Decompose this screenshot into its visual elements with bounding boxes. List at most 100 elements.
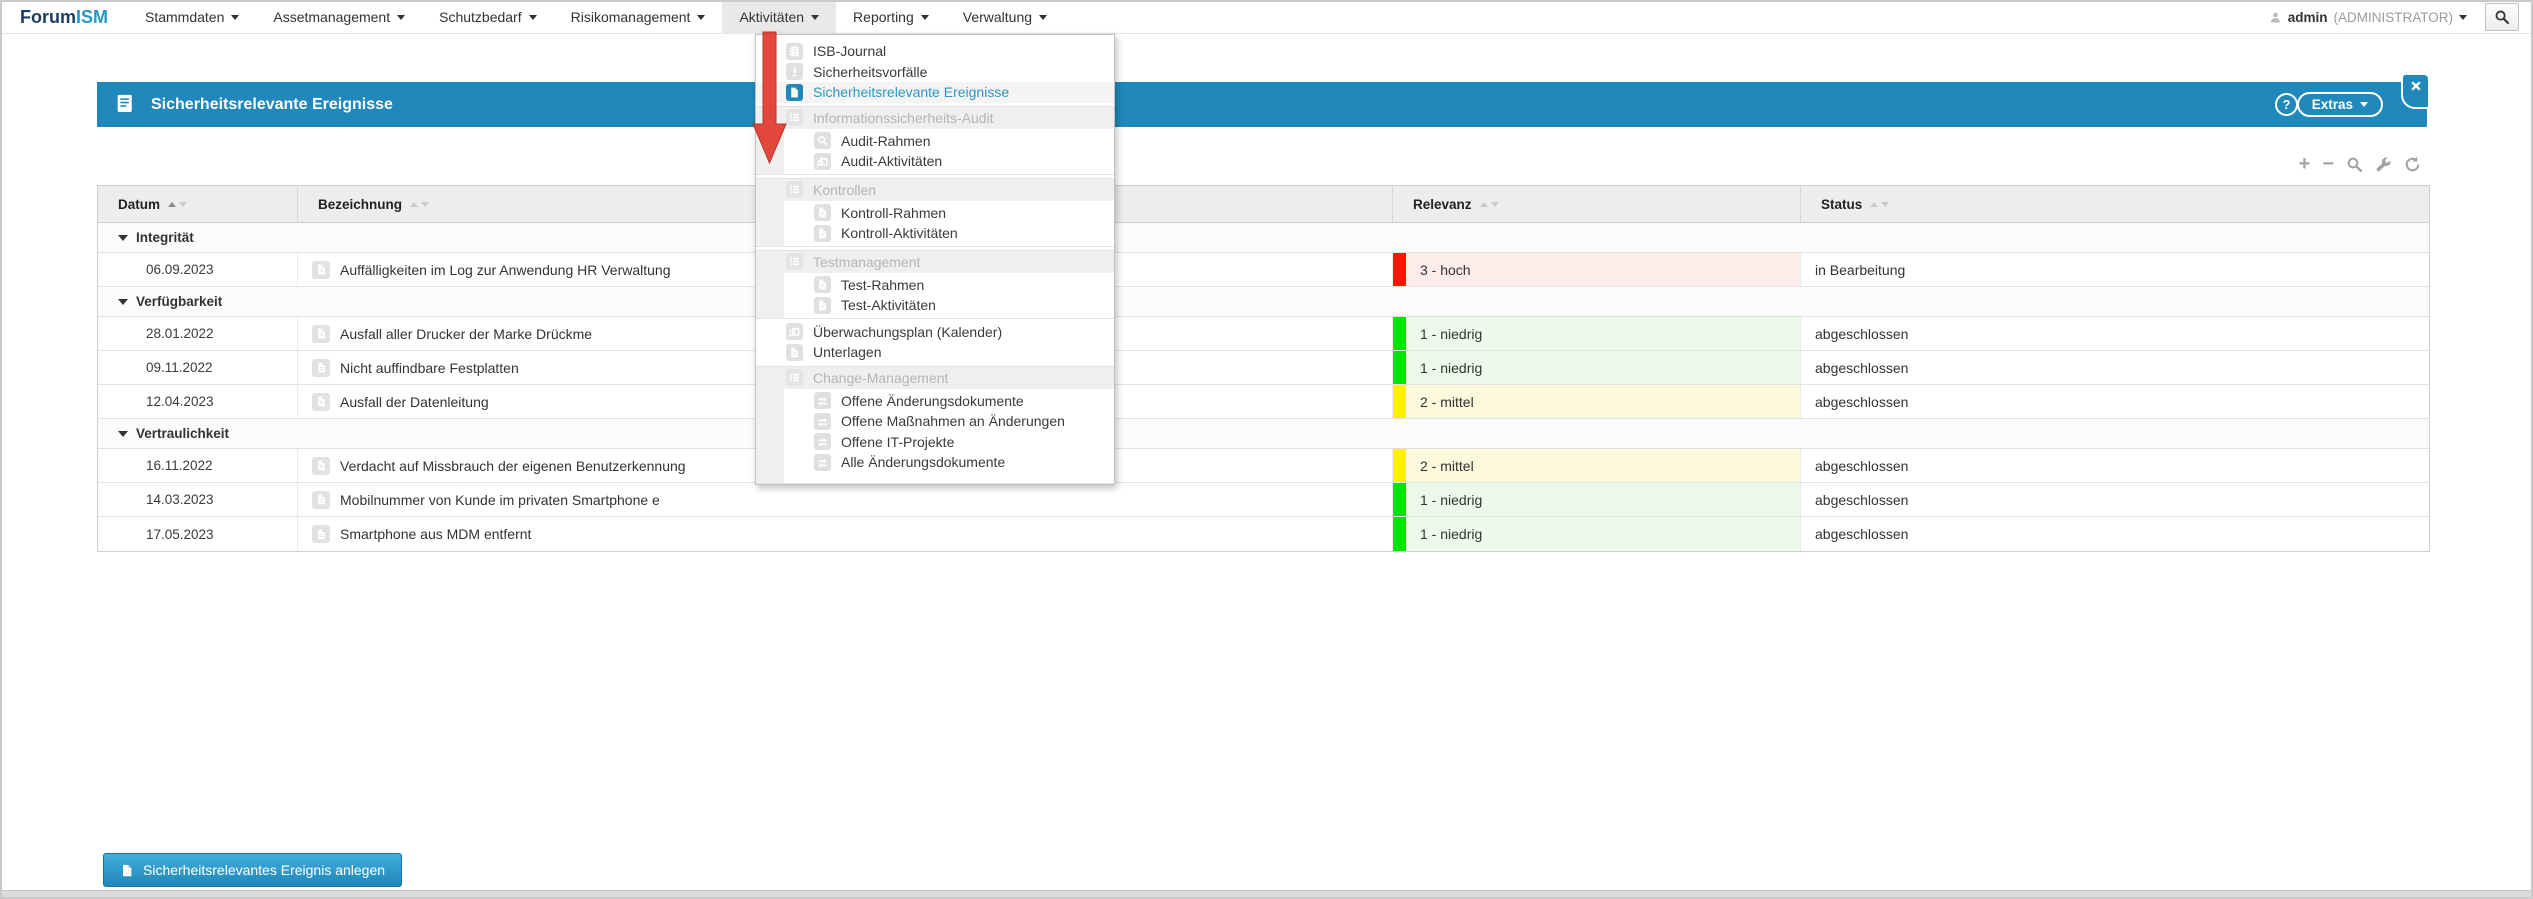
list-icon (786, 253, 803, 270)
column-header-relevanz[interactable]: Relevanz (1393, 186, 1801, 222)
wrench-icon[interactable] (2375, 156, 2392, 173)
table-row[interactable]: 14.03.2023 Mobilnummer von Kunde im priv… (98, 483, 2429, 517)
menu-item-ueberwachungsplan[interactable]: Überwachungsplan (Kalender) (756, 322, 1114, 343)
calendar-search-icon (814, 153, 831, 170)
table-row[interactable]: 17.05.2023 Smartphone aus MDM entfernt 1… (98, 517, 2429, 551)
cell-relevance: 1 - niedrig (1393, 351, 1801, 384)
table-row[interactable]: 09.11.2022 Nicht auffindbare Festplatten… (98, 351, 2429, 385)
document-icon (814, 276, 831, 293)
collapse-triangle-icon (118, 299, 128, 305)
cell-status: in Bearbeitung (1801, 253, 2431, 286)
main-menu: Stammdaten Assetmanagement Schutzbedarf … (128, 0, 1064, 34)
global-search-button[interactable] (2485, 3, 2519, 31)
create-event-button[interactable]: Sicherheitsrelevantes Ereignis anlegen (103, 853, 402, 887)
cell-date: 16.11.2022 (98, 449, 298, 482)
menu-item-offene-massnahmen[interactable]: Offene Maßnahmen an Änderungen (784, 411, 1114, 432)
menu-item-sicherheitsvorfaelle[interactable]: Sicherheitsvorfälle (756, 62, 1114, 83)
menu-item-kontroll-rahmen[interactable]: Kontroll-Rahmen (784, 203, 1114, 224)
group-row-integritaet[interactable]: Integrität (98, 223, 2429, 253)
relevance-color-bar (1393, 517, 1406, 551)
help-button[interactable]: ? (2275, 93, 2298, 116)
cell-relevance: 2 - mittel (1393, 449, 1801, 482)
table-row[interactable]: 06.09.2023 Auffälligkeiten im Log zur An… (98, 253, 2429, 287)
chevron-down-icon (2360, 102, 2368, 107)
menu-verwaltung[interactable]: Verwaltung (946, 0, 1064, 34)
table-toolbar: + − (97, 151, 2427, 177)
cell-name: Mobilnummer von Kunde im privaten Smartp… (298, 483, 1393, 516)
menu-item-audit-aktivitaeten[interactable]: Audit-Aktivitäten (784, 151, 1114, 172)
list-icon (786, 369, 803, 386)
cell-relevance: 1 - niedrig (1393, 517, 1801, 551)
table-row[interactable]: 12.04.2023 Ausfall der Datenleitung 2 - … (98, 385, 2429, 419)
magnifier-icon[interactable] (2346, 156, 2363, 173)
document-icon (814, 225, 831, 242)
events-table: Datum Bezeichnung Relevanz Status Integr… (97, 185, 2430, 552)
top-navbar: ForumISM Stammdaten Assetmanagement Schu… (0, 0, 2533, 34)
relevance-color-bar (1393, 351, 1406, 384)
search-icon (814, 132, 831, 149)
menu-item-unterlagen[interactable]: Unterlagen (756, 342, 1114, 363)
menu-item-kontroll-aktivitaeten[interactable]: Kontroll-Aktivitäten (784, 223, 1114, 244)
menu-item-test-rahmen[interactable]: Test-Rahmen (784, 275, 1114, 296)
cell-name: Smartphone aus MDM entfernt (298, 517, 1393, 551)
menu-schutzbedarf[interactable]: Schutzbedarf (422, 0, 554, 34)
menu-item-audit-rahmen[interactable]: Audit-Rahmen (784, 131, 1114, 152)
document-icon (312, 491, 330, 509)
journal-icon (786, 43, 803, 60)
logo-text-secondary: ISM (76, 7, 108, 27)
cell-status: abgeschlossen (1801, 317, 2431, 350)
relevance-color-bar (1393, 449, 1406, 482)
exchange-icon (814, 413, 831, 430)
document-icon (312, 525, 330, 543)
menu-item-sicherheitsrelevante-ereignisse[interactable]: Sicherheitsrelevante Ereignisse (756, 82, 1114, 103)
user-menu[interactable]: admin (ADMINISTRATOR) (2269, 0, 2467, 34)
menu-section-informationssicherheits-audit: Informationssicherheits-Audit Audit-Rahm… (756, 106, 1114, 175)
window-bottom-strip (0, 890, 2533, 899)
close-panel-button[interactable] (2401, 75, 2428, 109)
list-icon (786, 181, 803, 198)
cell-status: abgeschlossen (1801, 449, 2431, 482)
sort-icons (1870, 202, 1889, 207)
relevance-color-bar (1393, 317, 1406, 350)
table-row[interactable]: 28.01.2022 Ausfall aller Drucker der Mar… (98, 317, 2429, 351)
remove-icon[interactable]: − (2322, 156, 2334, 173)
column-header-status[interactable]: Status (1801, 186, 2431, 222)
column-header-datum[interactable]: Datum (98, 186, 298, 222)
menu-item-offene-it-projekte[interactable]: Offene IT-Projekte (784, 432, 1114, 453)
menu-risikomanagement[interactable]: Risikomanagement (554, 0, 723, 34)
menu-section-header: Change-Management (756, 367, 1114, 389)
cell-status: abgeschlossen (1801, 517, 2431, 551)
menu-item-alle-aenderungsdokumente[interactable]: Alle Änderungsdokumente (784, 452, 1114, 473)
exchange-icon (814, 433, 831, 450)
new-document-icon (120, 863, 134, 878)
table-row[interactable]: 16.11.2022 Verdacht auf Missbrauch der e… (98, 449, 2429, 483)
relevance-color-bar (1393, 253, 1406, 286)
menu-reporting[interactable]: Reporting (836, 0, 946, 34)
menu-item-test-aktivitaeten[interactable]: Test-Aktivitäten (784, 295, 1114, 316)
chevron-down-icon (397, 15, 405, 20)
group-row-vertraulichkeit[interactable]: Vertraulichkeit (98, 419, 2429, 449)
chevron-down-icon (231, 15, 239, 20)
document-icon (312, 359, 330, 377)
menu-item-isb-journal[interactable]: ISB-Journal (756, 41, 1114, 62)
cell-date: 28.01.2022 (98, 317, 298, 350)
document-icon (814, 204, 831, 221)
add-icon[interactable]: + (2299, 156, 2311, 173)
menu-aktivitaeten[interactable]: Aktivitäten (722, 0, 836, 34)
refresh-icon[interactable] (2404, 156, 2421, 173)
cell-date: 12.04.2023 (98, 385, 298, 418)
close-icon (2410, 80, 2422, 92)
group-row-verfuegbarkeit[interactable]: Verfügbarkeit (98, 287, 2429, 317)
menu-stammdaten[interactable]: Stammdaten (128, 0, 256, 34)
sort-icons (168, 202, 187, 207)
list-icon (786, 109, 803, 126)
menu-item-offene-aenderungsdokumente[interactable]: Offene Änderungsdokumente (784, 391, 1114, 412)
cell-date: 06.09.2023 (98, 253, 298, 286)
app-logo[interactable]: ForumISM (20, 0, 108, 34)
user-icon (2269, 11, 2282, 24)
user-role: (ADMINISTRATOR) (2334, 10, 2454, 25)
journal-icon (114, 93, 136, 115)
extras-button[interactable]: Extras (2297, 92, 2383, 117)
menu-assetmanagement[interactable]: Assetmanagement (256, 0, 422, 34)
exchange-icon (814, 392, 831, 409)
